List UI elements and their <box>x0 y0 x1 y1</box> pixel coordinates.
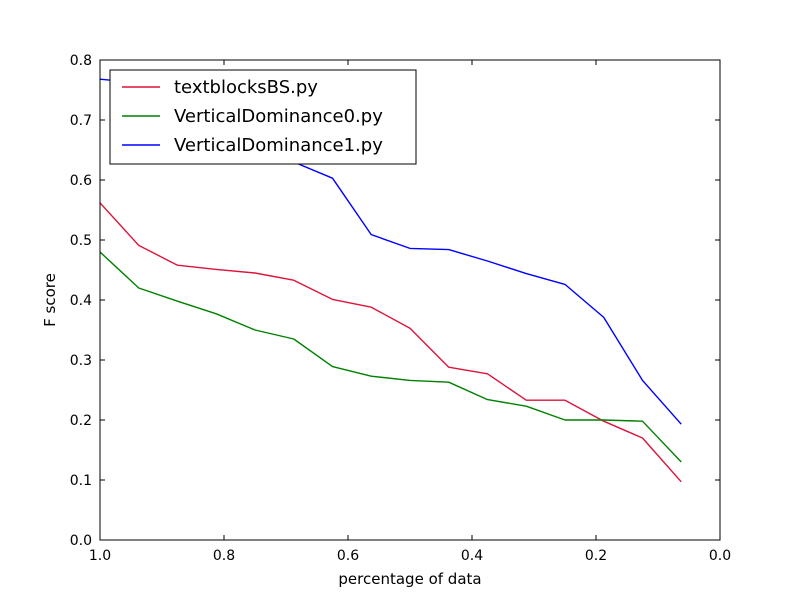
x-tick-label: 0.4 <box>461 548 483 564</box>
y-axis-label: F score <box>41 273 59 327</box>
y-tick-label: 0.6 <box>70 173 92 189</box>
ticks-layer: 1.0 0.8 0.6 0.4 0.2 0.0 0.0 0.1 0.2 0.3 0.4 0.5 0.6 0… <box>70 53 731 564</box>
legend-box <box>109 69 417 165</box>
legend-label-1: textblocksBS.py <box>174 77 318 98</box>
x-tick-label: 0.0 <box>709 548 731 564</box>
y-tick-label: 0.1 <box>70 473 92 489</box>
y-tick-label: 0.4 <box>70 293 92 309</box>
series-line-1 <box>100 202 682 483</box>
legend-label-3: VerticalDominance1.py <box>174 135 383 156</box>
legend: textblocksBS.py VerticalDominance0.py Vert… <box>109 69 417 165</box>
y-tick-label: 0.8 <box>70 53 92 69</box>
x-tick-label: 0.8 <box>213 548 235 564</box>
x-tick-label: 1.0 <box>89 548 111 564</box>
y-tick-label: 0.7 <box>70 113 92 129</box>
x-tick-label: 0.2 <box>585 548 607 564</box>
y-tick-label: 0.0 <box>70 533 92 549</box>
legend-label-2: VerticalDominance0.py <box>174 106 383 127</box>
y-tick-label: 0.2 <box>70 413 92 429</box>
series-line-2 <box>100 251 682 463</box>
y-tick-label: 0.5 <box>70 233 92 249</box>
x-tick-label: 0.6 <box>337 548 359 564</box>
x-axis-label: percentage of data <box>338 570 481 588</box>
y-tick-label: 0.3 <box>70 353 92 369</box>
